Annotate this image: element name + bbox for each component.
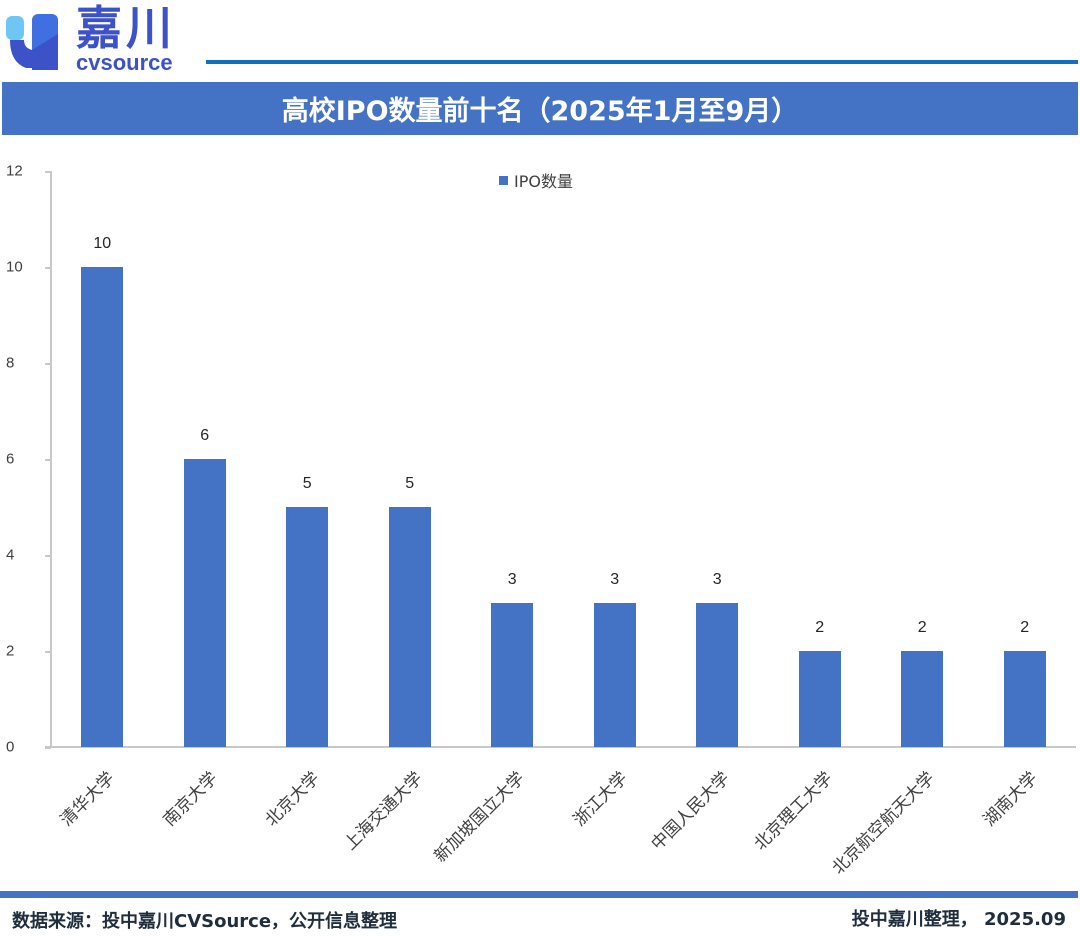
y-axis (50, 171, 52, 747)
x-category-label: 中国人民大学 (647, 768, 735, 855)
bar-value-label: 6 (200, 427, 210, 444)
legend: IPO数量 (499, 168, 573, 192)
x-category-label: 上海交通大学 (340, 768, 427, 855)
bar-value-label: 5 (302, 475, 312, 492)
data-source-note: 数据来源：投中嘉川CVSource，公开信息整理 (12, 911, 398, 932)
bar-value-label: 2 (1020, 619, 1030, 636)
x-category-label: 浙江大学 (569, 768, 632, 831)
y-tick-mark (45, 651, 51, 653)
bar (388, 507, 431, 747)
bar (286, 507, 329, 747)
y-tick-label: 10 (6, 258, 23, 276)
credit-date: 投中嘉川整理， 2025.09 (851, 909, 1066, 930)
bar-value-label: 3 (712, 571, 722, 588)
y-tick-label: 8 (6, 354, 15, 372)
y-tick-mark (45, 267, 51, 269)
bar (593, 603, 636, 747)
bar-value-label: 2 (815, 619, 825, 636)
bar-value-label: 5 (405, 475, 415, 492)
y-tick-mark (45, 555, 51, 557)
chart-title-bar: 高校IPO数量前十名（2025年1月至9月） (2, 82, 1078, 135)
x-axis (45, 746, 1076, 748)
legend-label: IPO数量 (514, 172, 573, 191)
y-tick-label: 6 (6, 450, 15, 468)
y-tick-label: 12 (6, 162, 23, 180)
cvsource-logo: 嘉川 cvsource (4, 1, 204, 75)
bar-value-label: 3 (610, 571, 620, 588)
cvsource-logo-icon (6, 14, 58, 70)
bar-chart: IPO数量 0 2 4 6 8 10 12 10 清华大学 6 南京大学 5 北京大学 5 上海交通大学 3 新… (0, 140, 1080, 880)
bar (696, 603, 739, 747)
y-tick-mark (45, 363, 51, 365)
x-category-label: 北京大学 (261, 768, 325, 831)
y-tick-mark (45, 171, 51, 173)
bar (491, 603, 534, 747)
y-tick-label: 0 (6, 738, 15, 756)
bar-value-label: 3 (507, 571, 517, 588)
bar (1003, 651, 1046, 747)
legend-swatch-icon (499, 175, 508, 185)
y-tick-label: 2 (6, 642, 15, 660)
y-tick-label: 4 (6, 546, 15, 564)
brand-name-en: cvsource (76, 50, 173, 75)
x-category-label: 北京航空航天大学 (828, 768, 940, 879)
bar-value-label: 10 (93, 235, 112, 252)
footer-rule (0, 891, 1078, 898)
x-category-label: 南京大学 (159, 768, 222, 831)
x-category-label: 湖南大学 (979, 768, 1042, 831)
x-category-label: 清华大学 (56, 768, 120, 831)
chart-title: 高校IPO数量前十名（2025年1月至9月） (281, 96, 799, 127)
y-tick-mark (45, 747, 51, 749)
bar-value-label: 2 (917, 619, 927, 636)
bar (81, 267, 124, 747)
y-tick-mark (45, 459, 51, 461)
brand-name-cn: 嘉川 (76, 1, 176, 55)
x-category-label: 新加坡国立大学 (430, 768, 530, 867)
bar (183, 459, 226, 747)
x-category-label: 北京理工大学 (750, 768, 837, 855)
bar (901, 651, 944, 747)
header-rule (206, 60, 1078, 64)
bar (798, 651, 841, 747)
